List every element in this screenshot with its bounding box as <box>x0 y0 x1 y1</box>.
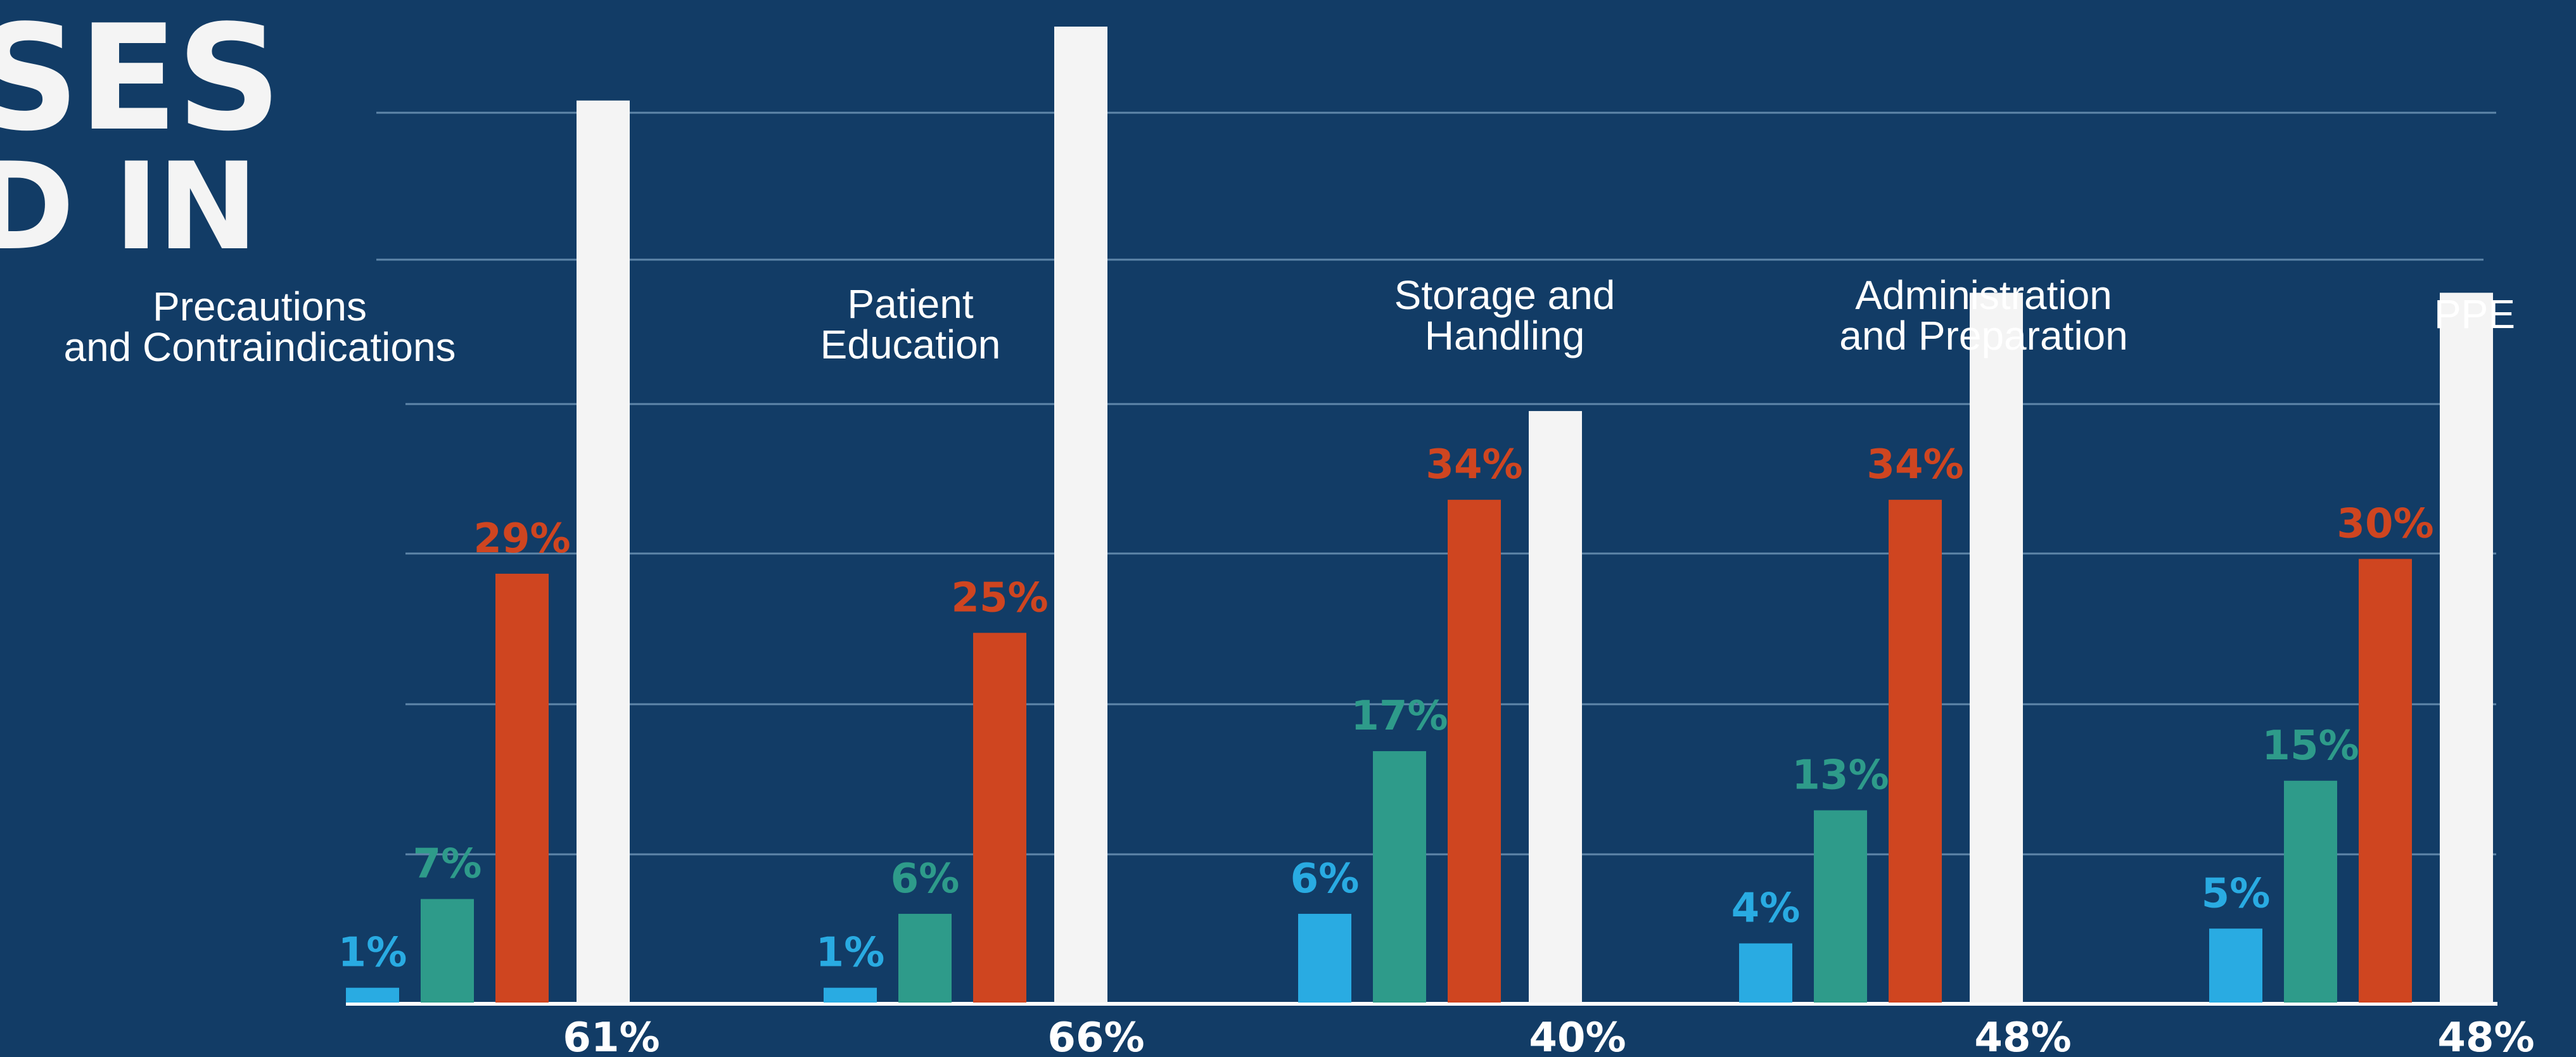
heading-line-2: D IN <box>0 137 258 277</box>
value-label-patient-education-blue: 1% <box>816 930 885 977</box>
value-label-precautions-white: 61% <box>563 1015 660 1057</box>
category-label-patient-education: Patient Education <box>820 281 1001 367</box>
bar-precautions-orange <box>495 573 549 1003</box>
bar-patient-education-blue <box>824 987 877 1003</box>
value-label-precautions-orange: 29% <box>473 516 570 562</box>
bar-ppe-blue <box>2209 928 2262 1003</box>
value-label-patient-education-green: 6% <box>891 856 960 902</box>
value-label-ppe-blue: 5% <box>2202 870 2271 917</box>
bar-administration-blue <box>1739 943 1792 1003</box>
bar-ppe-white <box>2440 293 2493 1003</box>
value-label-administration-green: 13% <box>1792 752 1889 799</box>
value-label-ppe-orange: 30% <box>2337 501 2433 548</box>
bar-ppe-orange <box>2359 559 2412 1003</box>
bar-patient-education-orange <box>973 633 1026 1003</box>
value-label-ppe-white: 48% <box>2437 1015 2534 1057</box>
bar-administration-white <box>1970 293 2023 1003</box>
bar-ppe-green <box>2284 780 2337 1003</box>
value-label-patient-education-white: 66% <box>1047 1015 1144 1057</box>
value-label-patient-education-orange: 25% <box>951 574 1048 621</box>
value-label-ppe-green: 15% <box>2262 723 2359 769</box>
bar-precautions-green <box>421 899 474 1003</box>
value-label-storage-handling-green: 17% <box>1351 693 1448 740</box>
bar-storage-handling-blue <box>1298 913 1351 1003</box>
bar-storage-handling-white <box>1529 411 1582 1003</box>
category-label-ppe: PPE <box>2433 291 2516 337</box>
category-label-administration: Administration and Preparation <box>1839 272 2128 358</box>
value-label-storage-handling-white: 40% <box>1529 1015 1626 1057</box>
value-label-administration-blue: 4% <box>1731 885 1801 932</box>
bar-patient-education-green <box>898 913 952 1003</box>
bar-storage-handling-orange <box>1448 500 1501 1003</box>
bar-precautions-white <box>577 100 630 1003</box>
value-label-administration-white: 48% <box>1974 1015 2071 1057</box>
value-label-precautions-green: 7% <box>413 841 482 888</box>
value-label-administration-orange: 34% <box>1866 441 1963 488</box>
bar-precautions-blue <box>346 987 399 1003</box>
value-label-storage-handling-orange: 34% <box>1425 441 1522 488</box>
value-label-storage-handling-blue: 6% <box>1291 856 1360 902</box>
bars <box>346 27 2493 1003</box>
heading-line-1: SES <box>0 0 281 163</box>
bar-storage-handling-green <box>1373 751 1426 1003</box>
value-labels: 1% 1%6%4% 5%7% 6%17%13%15%29%25%34% 34%30%61… <box>338 441 2535 1057</box>
value-label-precautions-blue: 1% <box>338 930 407 977</box>
bar-administration-green <box>1814 810 1867 1003</box>
bar-administration-orange <box>1889 500 1942 1003</box>
gridlines <box>346 111 2497 1006</box>
bar-patient-education-white <box>1054 27 1107 1003</box>
category-label-storage-handling: Storage and Handling <box>1394 272 1616 358</box>
category-label-precautions: Precautions and Contraindications <box>63 284 456 370</box>
